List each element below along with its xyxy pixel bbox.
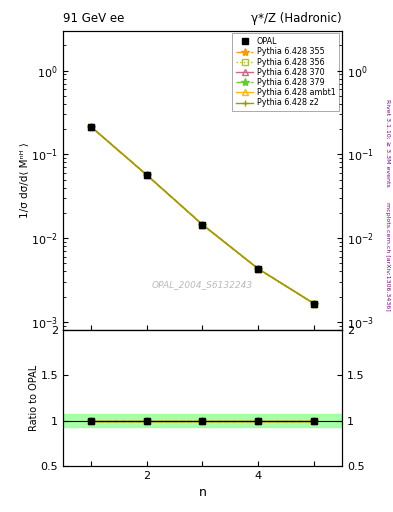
Text: 91 GeV ee: 91 GeV ee <box>63 12 124 25</box>
Text: mcplots.cern.ch [arXiv:1306.3436]: mcplots.cern.ch [arXiv:1306.3436] <box>385 202 390 310</box>
Bar <box>63 414 342 427</box>
Y-axis label: Ratio to OPAL: Ratio to OPAL <box>29 365 39 431</box>
Y-axis label: 1/σ dσ/d⟨ Mⁿᴴ ⟩: 1/σ dσ/d⟨ Mⁿᴴ ⟩ <box>20 142 29 218</box>
Text: Rivet 3.1.10; ≥ 3.3M events: Rivet 3.1.10; ≥ 3.3M events <box>385 99 390 187</box>
Text: OPAL_2004_S6132243: OPAL_2004_S6132243 <box>152 281 253 290</box>
Text: γ*/Z (Hadronic): γ*/Z (Hadronic) <box>251 12 342 25</box>
X-axis label: n: n <box>198 486 206 499</box>
Legend: OPAL, Pythia 6.428 355, Pythia 6.428 356, Pythia 6.428 370, Pythia 6.428 379, Py: OPAL, Pythia 6.428 355, Pythia 6.428 356… <box>232 33 340 112</box>
